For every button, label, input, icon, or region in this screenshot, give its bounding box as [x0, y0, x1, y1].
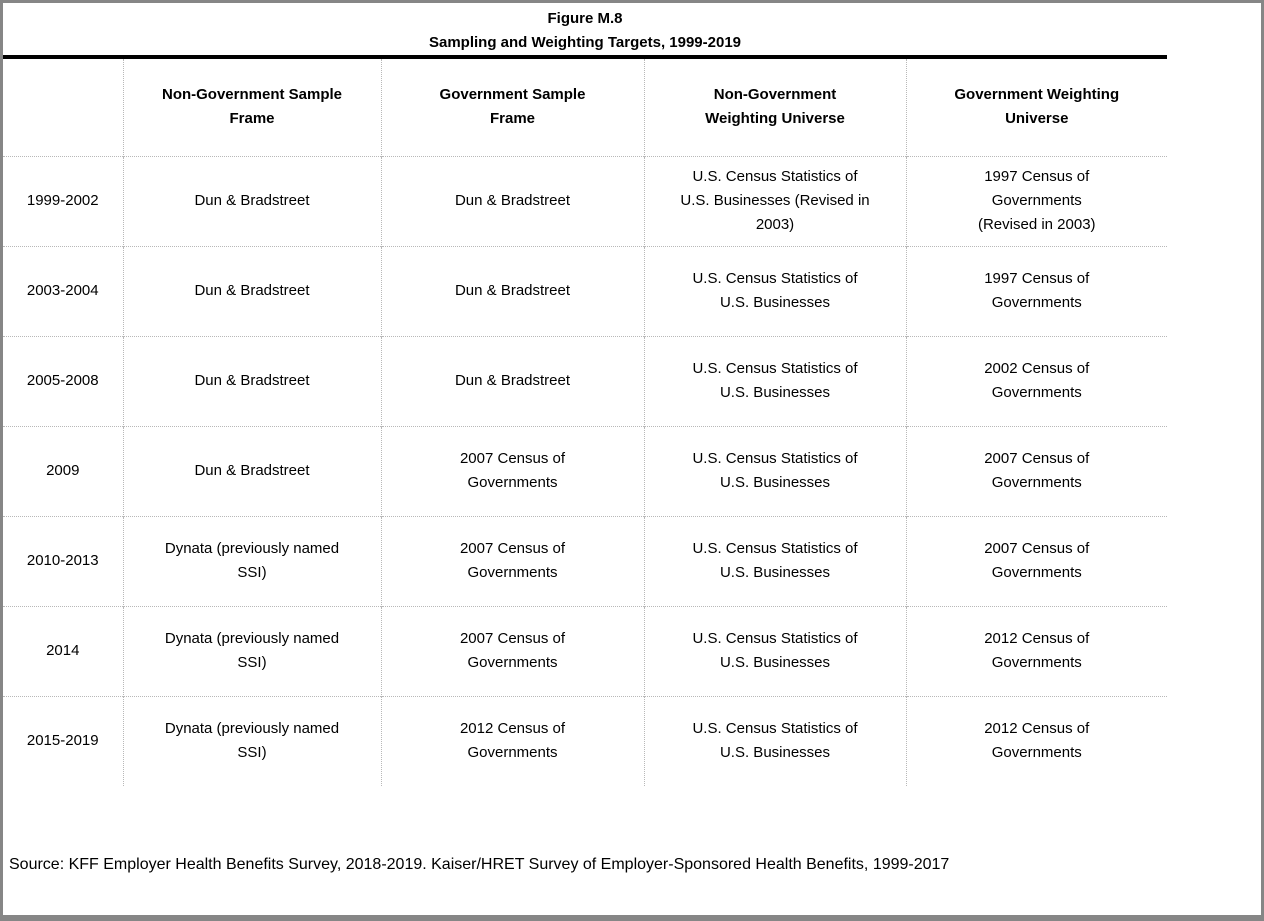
data-cell: 2012 Census of Governments: [984, 720, 1090, 762]
data-cell: 2002 Census of Governments: [984, 360, 1090, 401]
year-range-cell: 2014: [3, 606, 124, 696]
data-cell: Dynata (previously named SSI): [123, 516, 382, 606]
data-cell: U.S. Census Statistics of U.S. Businesse…: [644, 336, 907, 426]
data-cell: Dun & Bradstreet: [381, 246, 645, 336]
data-cell: Dun & Bradstreet: [123, 426, 382, 516]
data-cell: Dun & Bradstreet: [123, 336, 382, 426]
header-row: Non-Government Sample Frame Government Sa…: [3, 59, 1167, 156]
title-separator-rule: [3, 55, 1167, 59]
table-row: 2015-2019 Dynata (previously named SSI) 20…: [3, 696, 1167, 786]
column-header: Non-Government Sample Frame: [123, 59, 382, 156]
figure-title: Figure M.8 Sampling and Weighting Target…: [3, 3, 1167, 55]
data-cell: 2007 Census of Governments: [381, 426, 645, 516]
year-range-cell: 2003-2004: [3, 246, 124, 336]
data-cell: Dun & Bradstreet: [123, 156, 382, 246]
column-header: Government Weighting Universe: [954, 86, 1120, 128]
data-cell: U.S. Census Statistics of U.S. Businesse…: [644, 426, 907, 516]
data-cell: 2012 Census of Governments: [984, 630, 1090, 671]
data-cell: 2007 Census of Governments: [984, 540, 1090, 581]
data-cell: U.S. Census Statistics of U.S. Businesse…: [644, 156, 907, 246]
table-body: 1999-2002 Dun & Bradstreet Dun & Bradstree…: [3, 156, 1167, 786]
data-cell: U.S. Census Statistics of U.S. Businesse…: [644, 246, 907, 336]
figure-subtitle: Sampling and Weighting Targets, 1999-201…: [428, 34, 742, 51]
source-note: Source: KFF Employer Health Benefits Sur…: [9, 856, 950, 873]
data-cell: 2007 Census of Governments: [381, 516, 645, 606]
table-row: 2014 Dynata (previously named SSI) 2007 Ce…: [3, 606, 1167, 696]
table-row: 2009 Dun & Bradstreet 2007 Census of Gover…: [3, 426, 1167, 516]
column-header: Government Sample Frame: [381, 59, 645, 156]
table-row: 1999-2002 Dun & Bradstreet Dun & Bradstree…: [3, 156, 1167, 246]
figure-content: Figure M.8 Sampling and Weighting Target…: [3, 3, 1167, 875]
data-cell: 1997 Census of Governments (Revised in 2…: [977, 168, 1096, 233]
table-row: 2005-2008 Dun & Bradstreet Dun & Bradstree…: [3, 336, 1167, 426]
corner-header-cell: [3, 59, 124, 156]
sampling-weighting-table: Non-Government Sample Frame Government Sa…: [3, 59, 1167, 786]
figure-number: Figure M.8: [547, 10, 623, 27]
data-cell: Dun & Bradstreet: [381, 336, 645, 426]
column-header: Non-Government Weighting Universe: [644, 59, 907, 156]
year-range-cell: 2015-2019: [3, 696, 124, 786]
data-cell: Dun & Bradstreet: [123, 246, 382, 336]
data-cell: 1997 Census of Governments: [984, 270, 1090, 311]
data-cell: 2007 Census of Governments: [984, 450, 1090, 491]
year-range-cell: 2009: [3, 426, 124, 516]
year-range-cell: 1999-2002: [3, 156, 124, 246]
year-range-cell: 2005-2008: [3, 336, 124, 426]
data-cell: 2012 Census of Governments: [381, 696, 645, 786]
data-cell: U.S. Census Statistics of U.S. Businesse…: [644, 516, 907, 606]
table-row: 2003-2004 Dun & Bradstreet Dun & Bradstree…: [3, 246, 1167, 336]
data-cell: Dynata (previously named SSI): [123, 696, 382, 786]
table-row: 2010-2013 Dynata (previously named SSI) 20…: [3, 516, 1167, 606]
year-range-cell: 2010-2013: [3, 516, 124, 606]
data-cell: Dynata (previously named SSI): [123, 606, 382, 696]
data-cell: 2007 Census of Governments: [381, 606, 645, 696]
data-cell: U.S. Census Statistics of U.S. Businesse…: [644, 696, 907, 786]
data-cell: Dun & Bradstreet: [381, 156, 645, 246]
data-cell: U.S. Census Statistics of U.S. Businesse…: [644, 606, 907, 696]
